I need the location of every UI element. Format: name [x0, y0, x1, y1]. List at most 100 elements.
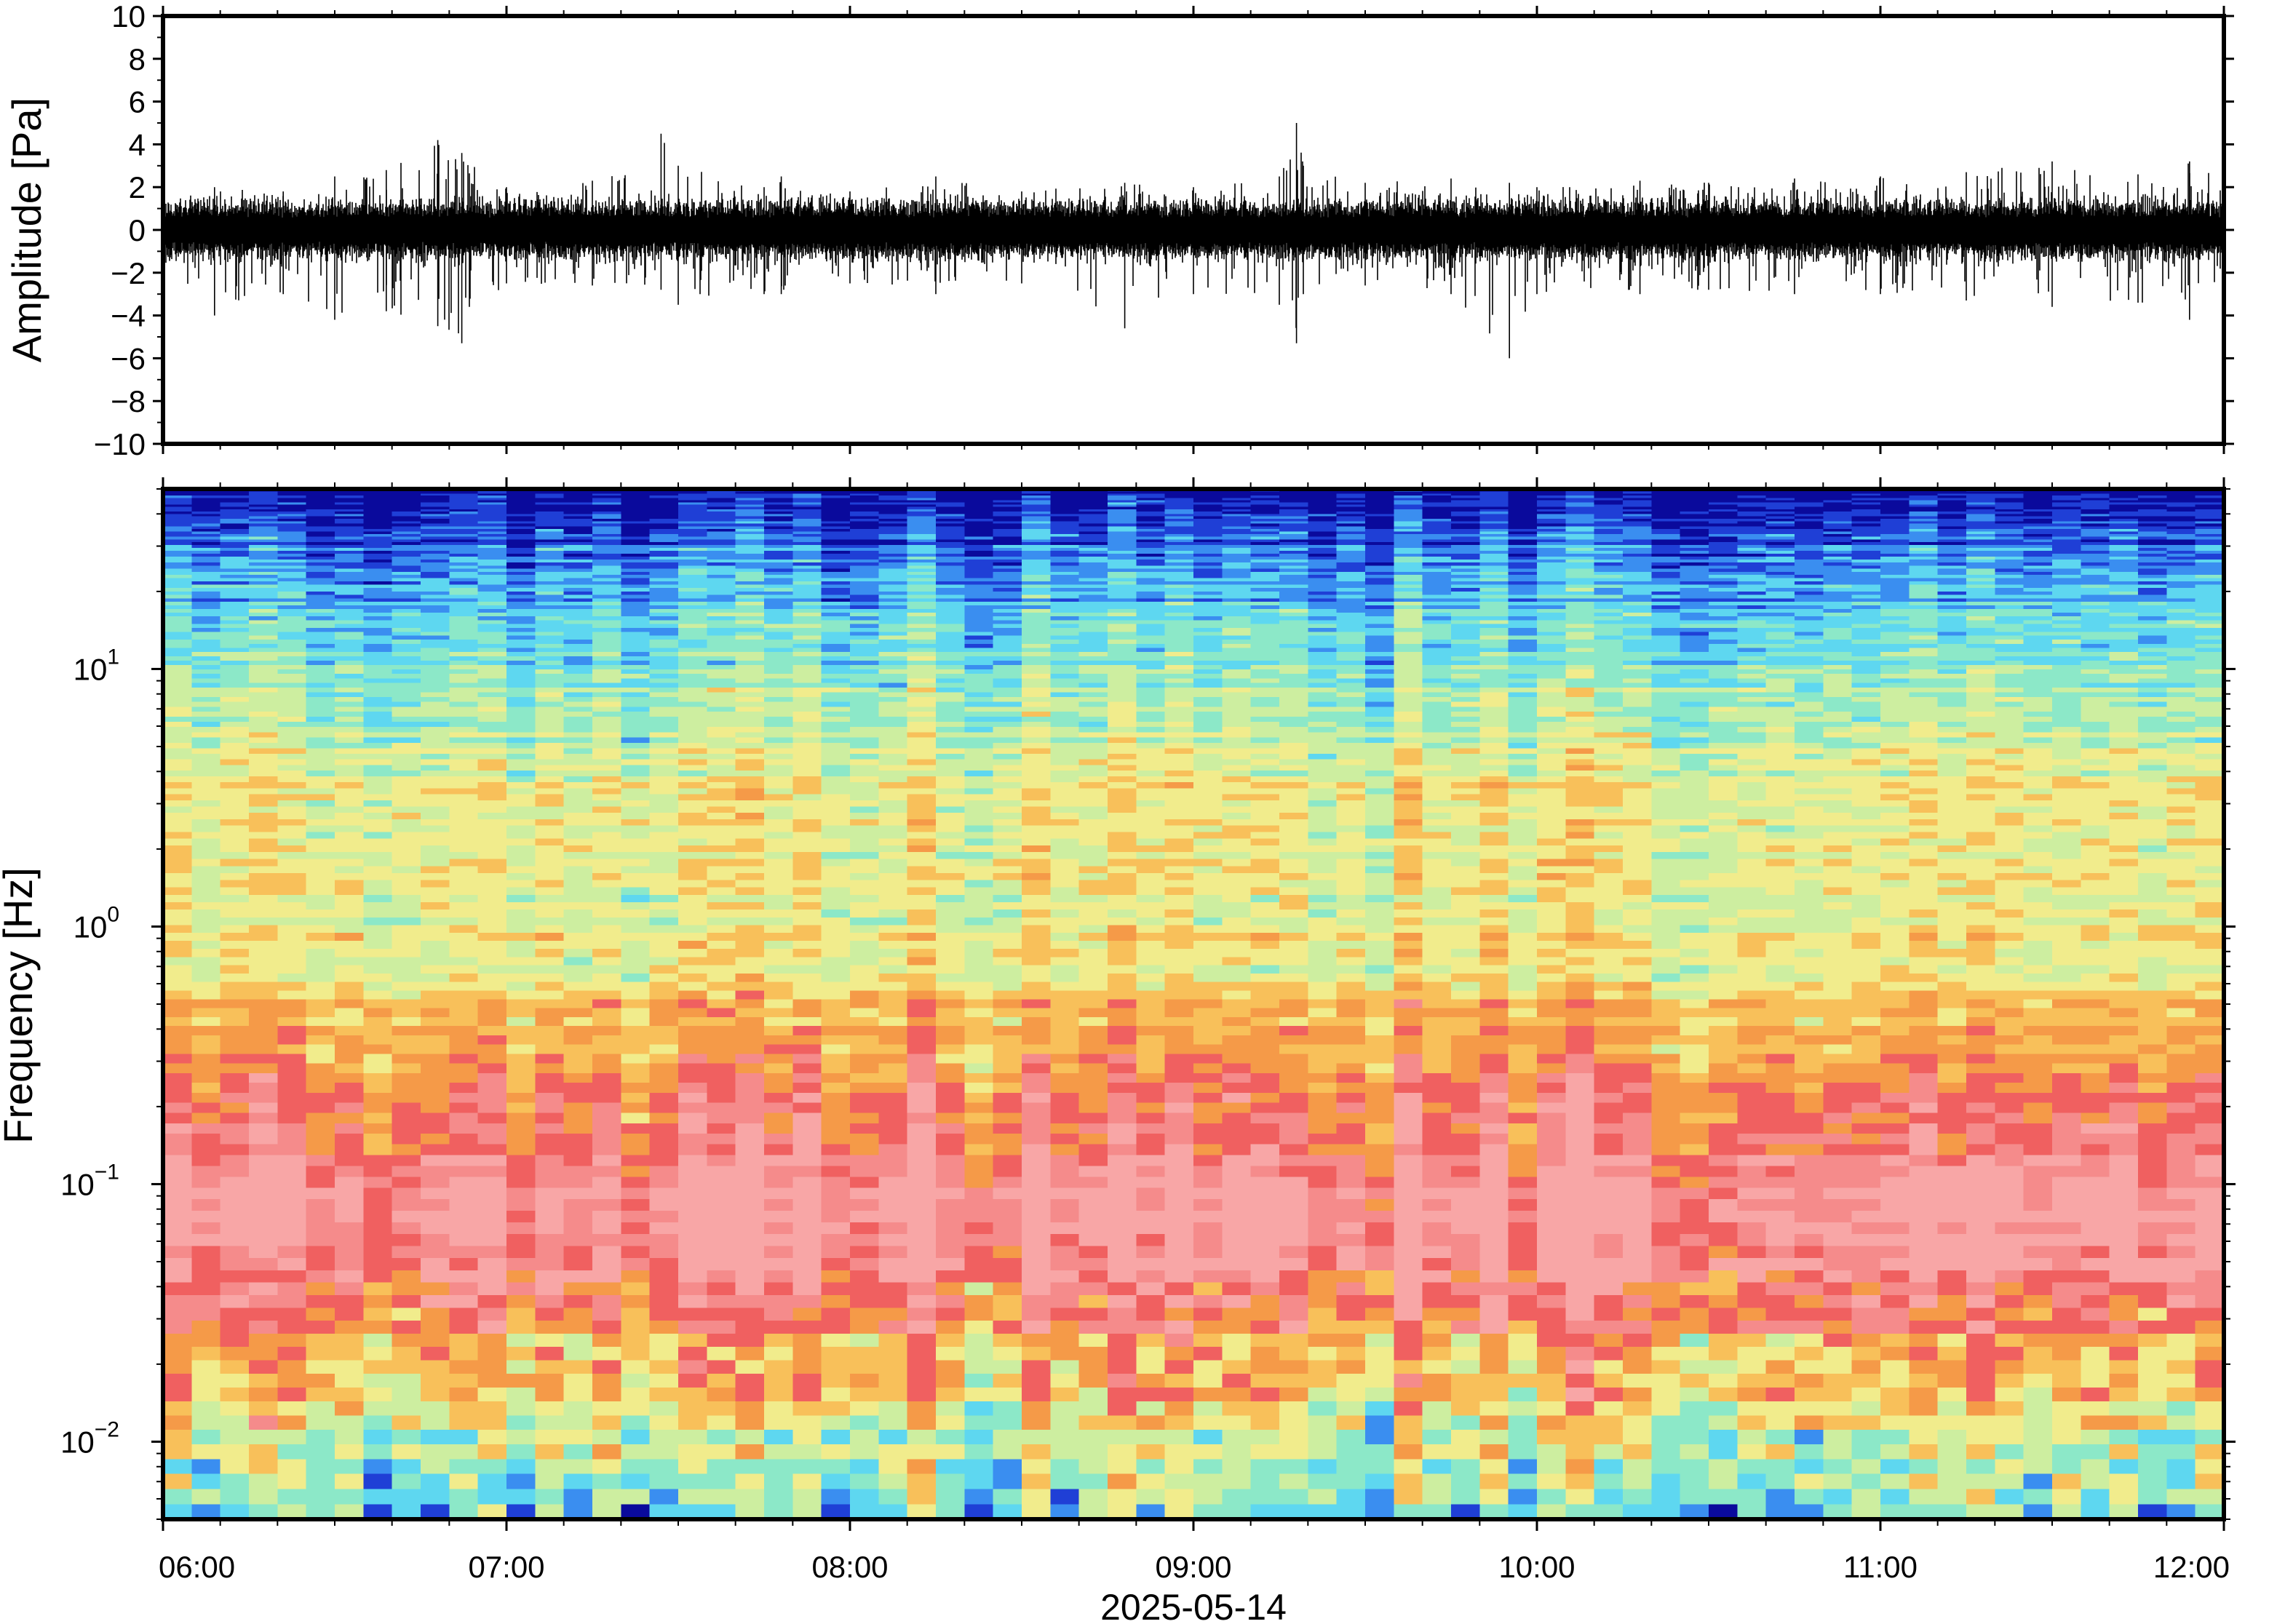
spectrogram-cell	[1451, 1444, 1480, 1460]
spectrogram-cell	[1823, 838, 1853, 845]
spectrogram-cell	[1995, 1401, 2024, 1416]
spectrogram-cell	[1308, 1072, 1338, 1083]
spectrogram-cell	[1651, 1154, 1681, 1166]
spectrogram-cell	[1765, 990, 1795, 1000]
spectrogram-cell	[1709, 1488, 1738, 1505]
spectrogram-cell	[936, 1123, 965, 1134]
spectrogram-cell	[2138, 1320, 2167, 1334]
spectrogram-cell	[1394, 1333, 1423, 1348]
spectrogram-cell	[421, 880, 450, 888]
spectrogram-cell	[191, 1063, 221, 1073]
spectrogram-cell	[1880, 1112, 1910, 1123]
spectrogram-cell	[449, 894, 479, 902]
spectrogram-cell	[592, 1307, 621, 1321]
spectrogram-cell	[1508, 1102, 1538, 1113]
spectrogram-cell	[792, 880, 822, 888]
spectrogram-cell	[392, 982, 421, 991]
spectrogram-cell	[764, 1415, 793, 1430]
spectrogram-cell	[1537, 1473, 1566, 1489]
spectrogram-cell	[1022, 965, 1051, 974]
spectrogram-cell	[1250, 973, 1280, 982]
spectrogram-cell	[707, 1165, 736, 1177]
spectrogram-cell	[1164, 832, 1194, 839]
spectrogram-cell	[1222, 1444, 1252, 1460]
spectrogram-cell	[1537, 1320, 1566, 1334]
waveform-y-axis-title: Amplitude [Pa]	[4, 97, 49, 362]
spectrogram-cell	[821, 1144, 851, 1155]
spectrogram-cell	[1995, 1282, 2024, 1295]
spectrogram-cell	[1250, 1123, 1280, 1134]
spectrogram-cell	[936, 1473, 965, 1489]
spectrogram-cell	[678, 1294, 707, 1308]
waveform-frame	[161, 14, 2226, 446]
spectrogram-cell	[1909, 1044, 1939, 1054]
spectrogram-cell	[936, 845, 965, 853]
spectrogram-cell	[563, 1320, 593, 1334]
spectrogram-cell	[1594, 1144, 1624, 1155]
spectrogram-cell	[1365, 1333, 1394, 1348]
spectrogram-cell	[1623, 1198, 1652, 1211]
spectrogram-cell	[1479, 894, 1509, 902]
spectrogram-cell	[2023, 880, 2053, 888]
spectrogram-cell	[621, 887, 651, 895]
spectrogram-cell	[421, 1233, 450, 1246]
spectrogram-cell	[2023, 1112, 2053, 1123]
spectrogram-cell	[1737, 1222, 1767, 1234]
spectrogram-cell	[735, 880, 765, 888]
spectrogram-cell	[735, 1257, 765, 1270]
spectrogram-cell	[1308, 932, 1338, 941]
spectrogram-cell	[1193, 832, 1223, 839]
spectrogram-cell	[1308, 865, 1338, 873]
spectrogram-cell	[621, 1112, 651, 1123]
spectrogram-cell	[1050, 948, 1080, 958]
spectrogram-cell	[1022, 1488, 1051, 1505]
spectrogram-cell	[907, 1503, 937, 1520]
spectrogram-cell	[335, 1154, 364, 1166]
spectrogram-cell	[993, 1063, 1022, 1073]
spectrogram-cell	[2023, 909, 2053, 918]
spectrogram-cell	[821, 887, 851, 895]
spectrogram-cell	[821, 1044, 851, 1054]
spectrogram-cell	[1709, 1025, 1738, 1035]
spectrogram-cell	[392, 838, 421, 845]
spectrogram-cell	[1709, 1198, 1738, 1211]
spectrogram-cell	[277, 1360, 307, 1374]
spectrogram-cell	[964, 1144, 994, 1155]
spectrogram-cell	[1279, 1373, 1308, 1388]
spectrogram-cell	[1594, 880, 1624, 888]
spectrogram-cell	[2138, 1233, 2167, 1246]
spectrogram-cell	[1623, 973, 1652, 982]
spectrogram-cell	[2081, 948, 2110, 958]
spectrogram-cell	[363, 1102, 393, 1113]
spectrogram-cell	[621, 956, 651, 966]
spectrogram-cell	[764, 865, 793, 873]
spectrogram-cell	[1995, 998, 2024, 1008]
spectrogram-cell	[1451, 1307, 1480, 1321]
spectrogram-cell	[1795, 1082, 1824, 1093]
spectrogram-cell	[506, 880, 536, 888]
spectrogram-cell	[621, 1415, 651, 1430]
spectrogram-cell	[792, 1373, 822, 1388]
spectrogram-cell	[1022, 1360, 1051, 1374]
spectrogram-cell	[1250, 1133, 1280, 1145]
spectrogram-cell	[792, 1257, 822, 1270]
spectrogram-cell	[2023, 1503, 2053, 1520]
spectrogram-cell	[1250, 917, 1280, 926]
spectrogram-cell	[535, 1333, 565, 1348]
spectrogram-cell	[592, 1210, 621, 1222]
spectrogram-cell	[306, 851, 335, 859]
spectrogram-cell	[163, 1222, 192, 1234]
spectrogram-cell	[2109, 909, 2139, 918]
spectrogram-cell	[363, 1307, 393, 1321]
spectrogram-cell	[163, 932, 192, 941]
spectrogram-cell	[993, 1187, 1022, 1200]
spectrogram-cell	[1651, 956, 1681, 966]
spectrogram-cell	[1336, 1320, 1366, 1334]
spectrogram-cell	[1136, 901, 1166, 910]
spectrogram-cell	[1823, 909, 1853, 918]
spectrogram-cell	[2081, 1415, 2110, 1430]
spectrogram-cell	[1078, 1270, 1108, 1283]
spectrogram-cell	[1651, 845, 1681, 853]
spectrogram-cell	[1765, 1270, 1795, 1283]
spectrogram-cell	[907, 1007, 937, 1017]
